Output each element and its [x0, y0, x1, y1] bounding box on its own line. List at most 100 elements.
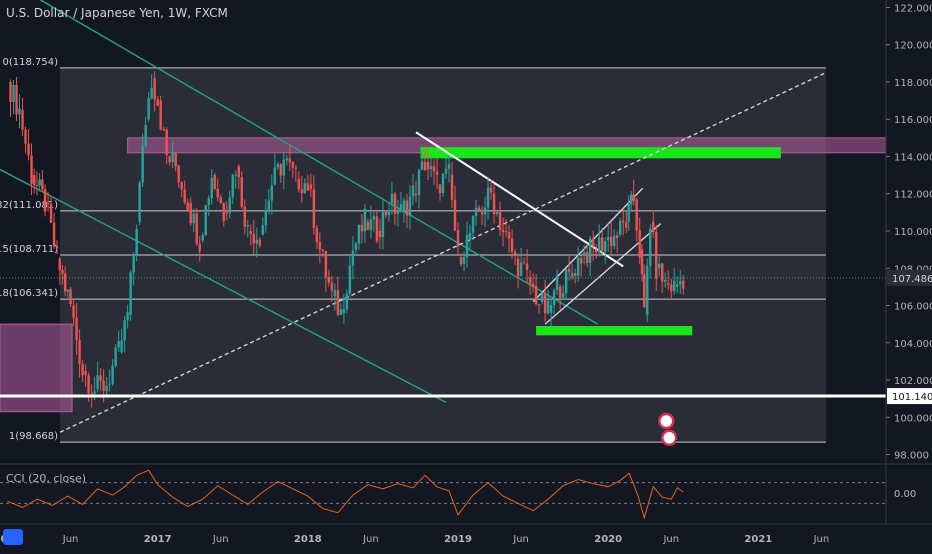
trendline-rising-channel-upper — [532, 187, 644, 303]
candle-body — [670, 284, 673, 292]
candle-body — [498, 211, 502, 231]
price-tick-label: 118.000 — [894, 78, 932, 89]
cci-value-label: 0.00 — [894, 489, 916, 500]
candle-body — [225, 212, 228, 214]
candle-body — [600, 237, 604, 252]
candle-body — [357, 224, 361, 244]
candle-body — [552, 290, 556, 306]
candle-body — [105, 385, 108, 391]
candle-body — [21, 109, 24, 130]
candle-body — [153, 78, 156, 100]
candle-body — [249, 231, 252, 234]
candle-body — [411, 185, 415, 197]
candle-body — [177, 165, 180, 183]
candle-body — [309, 184, 313, 190]
candle-body — [264, 209, 267, 226]
candle-body — [78, 340, 81, 364]
candle-body — [363, 208, 367, 232]
candle-body — [234, 174, 237, 176]
candle-body — [579, 257, 583, 264]
candle-body — [402, 200, 406, 213]
candle-body — [453, 199, 457, 231]
candle-body — [606, 236, 610, 241]
candle-body — [222, 202, 225, 221]
candle-body — [267, 200, 271, 210]
time-tick-label: Jun — [662, 534, 679, 545]
time-tick-label: 2017 — [144, 534, 172, 545]
candle-body — [635, 199, 638, 231]
time-tick-label: Jun — [362, 534, 379, 545]
candle-body — [387, 210, 391, 216]
candle-body — [147, 98, 150, 120]
candle-body — [655, 232, 658, 279]
candle-body — [35, 185, 39, 187]
candle-body — [658, 263, 661, 269]
candle-body — [279, 164, 283, 176]
candle-body — [90, 393, 93, 395]
candle-body — [41, 179, 44, 190]
candle-body — [63, 273, 67, 292]
candle-body — [510, 238, 514, 252]
candle-body — [330, 282, 334, 291]
candle-body — [528, 277, 532, 284]
candle-body — [519, 262, 523, 277]
candle-body — [345, 293, 349, 309]
candle-body — [619, 220, 622, 235]
price-tick-label: 100.000 — [894, 413, 932, 424]
candle-body — [673, 280, 676, 292]
candle-body — [435, 171, 439, 175]
candle-body — [285, 158, 289, 161]
candle-body — [69, 289, 72, 305]
candle-body — [348, 265, 352, 294]
candle-body — [486, 187, 490, 208]
candle-body — [638, 230, 641, 258]
candle-body — [652, 221, 655, 233]
candle-body — [144, 124, 147, 146]
candle-body — [15, 84, 18, 115]
candle-body — [537, 304, 541, 306]
candle-body — [649, 228, 652, 266]
price-tick-label: 114.000 — [894, 152, 932, 163]
candle-body — [318, 242, 322, 250]
current-price-tag — [887, 269, 932, 286]
candle-body — [381, 210, 385, 238]
candle-body — [198, 243, 201, 252]
candle-body — [294, 167, 298, 169]
fib-level-label: 0.618(106.341) — [0, 288, 58, 299]
candle-body — [150, 87, 153, 99]
trendline-dashed-uptrend — [59, 72, 827, 433]
candle-body — [459, 257, 463, 265]
cci-indicator-label: CCI (20, close) — [6, 472, 87, 485]
candle-body — [117, 341, 120, 348]
candle-body — [492, 193, 496, 215]
candle-body — [49, 204, 53, 223]
candle-body — [561, 293, 565, 298]
candle-body — [408, 196, 412, 216]
candle-body — [108, 383, 111, 385]
candle-body — [432, 166, 436, 172]
fib-level-label: 0(118.754) — [3, 57, 59, 68]
candle-body — [378, 231, 382, 238]
candle-body — [632, 194, 635, 202]
price-tick-label: 110.000 — [894, 227, 932, 238]
candle-body — [438, 184, 442, 193]
candle-body — [555, 278, 559, 291]
candle-body — [390, 194, 394, 204]
candle-body — [667, 283, 670, 285]
candle-body — [192, 213, 195, 224]
candle-body — [219, 197, 222, 203]
candle-body — [576, 257, 580, 276]
candle-body — [87, 375, 90, 394]
candle-body — [414, 193, 418, 196]
candle-body — [558, 286, 562, 298]
candle-body — [174, 152, 177, 167]
candle-body — [396, 211, 400, 214]
candle-body — [189, 203, 192, 224]
candle-body — [159, 100, 162, 130]
candle-body — [12, 84, 15, 102]
candle-body — [33, 175, 36, 186]
fib-level-label: 0.382(111.081) — [0, 200, 58, 211]
candle-body — [111, 365, 114, 384]
